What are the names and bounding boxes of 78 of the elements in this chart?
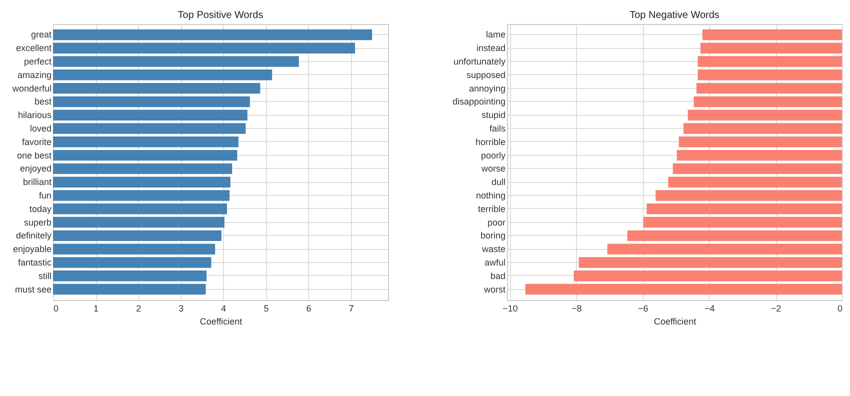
y-tick-label: horrible	[475, 136, 506, 147]
bar	[53, 96, 250, 108]
y-tick-label: great	[30, 30, 52, 40]
y-tick-label: nothing	[476, 190, 506, 200]
x-tick-label: 2	[136, 304, 142, 314]
y-tick-label: perfect	[24, 56, 52, 67]
y-tick-label: enjoyed	[20, 164, 52, 174]
y-tick-label: fantastic	[18, 257, 52, 268]
x-tick-label: −10	[502, 304, 518, 314]
y-tick-label: fails	[489, 124, 506, 134]
x-tick-label: 6	[306, 304, 312, 314]
bar	[53, 204, 227, 214]
y-tick-label: bad	[490, 270, 506, 281]
x-tick-label: 5	[264, 304, 269, 314]
bar	[53, 190, 230, 201]
bar	[53, 284, 206, 295]
chart-title: Top Negative Words	[630, 10, 720, 21]
y-tick-label: poorly	[480, 150, 506, 160]
y-tick-label: still	[38, 270, 52, 281]
y-tick-label: definitely	[16, 230, 52, 241]
y-tick-label: supposed	[466, 70, 506, 80]
bar	[53, 42, 356, 54]
x-tick-label: 0	[837, 304, 842, 314]
y-tick-label: loved	[30, 124, 52, 134]
y-tick-label: excellent	[16, 43, 52, 54]
bar	[53, 270, 207, 282]
y-tick-label: lame	[486, 30, 506, 40]
y-tick-label: boring	[480, 230, 506, 241]
y-tick-label: instead	[476, 43, 506, 54]
y-tick-label: one best	[16, 150, 52, 160]
y-tick-label: brilliant	[22, 177, 52, 188]
bar	[53, 29, 372, 40]
bar	[53, 110, 248, 120]
x-tick-label: −2	[770, 304, 782, 314]
x-tick-label: 4	[221, 304, 226, 314]
y-tick-label: hilarious	[18, 110, 52, 120]
bar	[53, 230, 222, 242]
x-tick-label: 1	[94, 304, 99, 314]
x-axis-title: Coefficient	[200, 316, 243, 326]
y-tick-label: awful	[484, 257, 506, 268]
chart-title: Top Positive Words	[178, 10, 264, 21]
bar	[53, 136, 238, 148]
x-tick-label: −4	[704, 304, 715, 314]
y-tick-label: favorite	[22, 136, 52, 147]
x-tick-label: 3	[178, 304, 184, 314]
y-tick-label: worse	[480, 164, 506, 174]
y-tick-label: terrible	[478, 204, 506, 214]
bar	[53, 244, 216, 254]
x-tick-label: 0	[54, 304, 59, 314]
x-tick-label: −6	[638, 304, 648, 314]
bar	[53, 163, 232, 174]
bar	[53, 176, 230, 188]
bar	[53, 82, 260, 94]
y-tick-label: stupid	[481, 110, 506, 120]
y-tick-label: today	[29, 204, 52, 214]
bar	[53, 257, 212, 268]
y-tick-label: worst	[482, 284, 506, 294]
y-tick-label: waste	[480, 244, 506, 254]
y-tick-label: disappointing	[452, 96, 506, 107]
x-tick-label: 7	[348, 304, 354, 314]
x-axis-title: Coefficient	[654, 316, 697, 326]
y-tick-label: superb	[24, 217, 52, 228]
y-tick-label: amazing	[17, 70, 52, 80]
bar	[53, 70, 272, 80]
y-tick-label: fun	[38, 190, 52, 200]
x-tick-label: −8	[571, 304, 582, 314]
bar	[53, 216, 224, 228]
bar	[53, 123, 246, 134]
y-tick-label: unfortunately	[453, 56, 506, 67]
y-tick-label: wonderful	[11, 83, 52, 94]
y-tick-label: must see	[14, 284, 52, 294]
y-tick-label: enjoyable	[12, 244, 52, 254]
bar	[53, 56, 299, 67]
y-tick-label: dull	[491, 177, 506, 188]
y-tick-label: annoying	[468, 83, 506, 94]
y-tick-label: best	[34, 96, 52, 107]
y-tick-label: poor	[487, 217, 506, 228]
bar	[53, 150, 238, 161]
